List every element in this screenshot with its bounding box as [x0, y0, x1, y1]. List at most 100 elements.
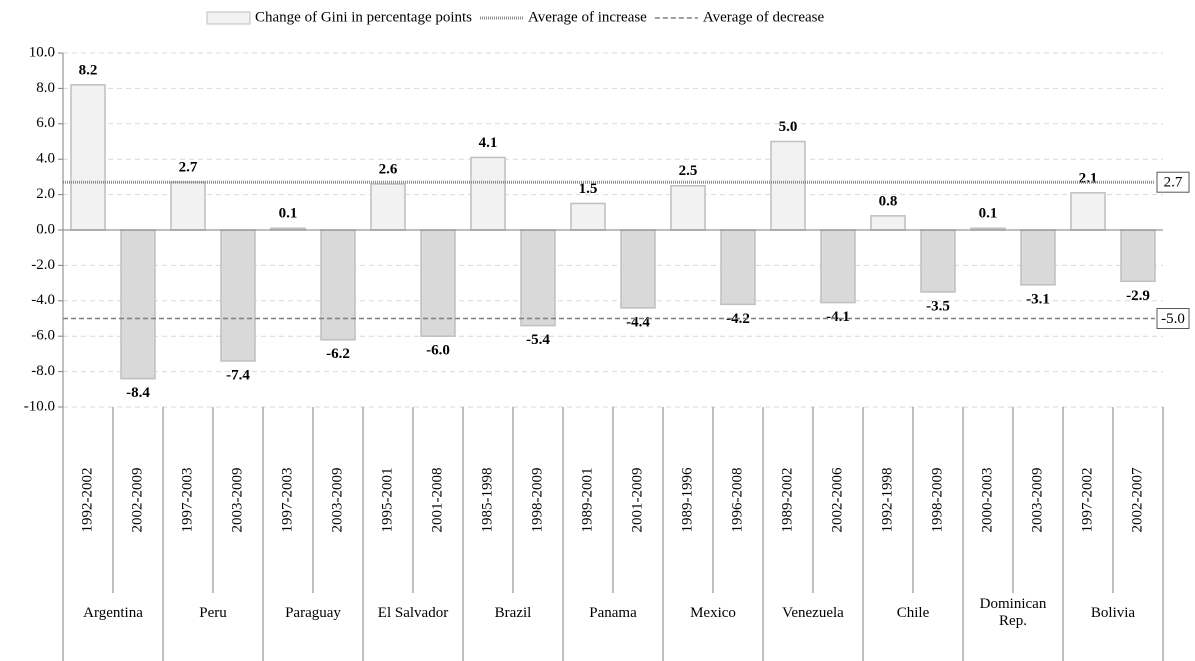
- group-label: Paraguay: [285, 604, 341, 621]
- value-label: -8.4: [126, 385, 150, 401]
- value-label: -4.1: [826, 309, 850, 325]
- bar: [770, 140, 806, 231]
- y-tick-label: -2.0: [31, 257, 55, 273]
- group-label-box: Venezuela: [782, 604, 844, 621]
- y-tick-label: -4.0: [31, 292, 55, 308]
- legend-label: Average of decrease: [703, 9, 825, 25]
- legend-label: Average of increase: [528, 9, 647, 25]
- group-label-box: Argentina: [83, 604, 143, 621]
- group-label-box: Peru: [199, 604, 227, 621]
- average-label-box: [1156, 308, 1190, 329]
- value-label: -6.0: [426, 343, 450, 359]
- value-label: 2.6: [379, 161, 398, 177]
- bar: [670, 185, 706, 231]
- bar: [570, 202, 606, 231]
- bar: [870, 215, 906, 231]
- x-tick-label: 1995-2001: [379, 468, 395, 533]
- value-label: -5.4: [526, 332, 550, 348]
- group-label-box: Brazil: [494, 604, 532, 621]
- group-label: Bolivia: [1090, 604, 1136, 621]
- bar: [70, 84, 106, 231]
- legend-swatch: [206, 11, 251, 25]
- y-tick-label: -6.0: [31, 328, 55, 344]
- group-label: Mexico: [690, 604, 736, 621]
- bar: [1070, 192, 1106, 231]
- bar: [470, 156, 506, 231]
- value-label: -4.4: [626, 314, 650, 330]
- x-tick-label: 2001-2008: [429, 468, 445, 533]
- x-tick-label: 1989-1996: [679, 467, 695, 532]
- value-label: -2.9: [1126, 288, 1150, 304]
- y-tick-label: -8.0: [31, 363, 55, 379]
- value-label: -7.4: [226, 367, 250, 383]
- bar: [120, 229, 156, 380]
- value-label: 0.1: [279, 206, 298, 222]
- value-label: 0.8: [879, 193, 898, 209]
- bar: [370, 183, 406, 231]
- x-tick-label: 1998-2009: [529, 468, 545, 533]
- y-tick-label: 10.0: [29, 44, 55, 60]
- x-tick-label: 1998-2009: [929, 468, 945, 533]
- group-label-box: El Salvador: [377, 604, 449, 621]
- group-label-box: Panama: [589, 604, 637, 621]
- bar: [620, 229, 656, 309]
- y-tick-label: 6.0: [36, 115, 55, 131]
- average-label: -5.0: [1161, 311, 1185, 327]
- legend-label: Change of Gini in percentage points: [255, 9, 472, 25]
- x-tick-label: 2003-2009: [229, 468, 245, 533]
- value-label: 4.1: [479, 135, 498, 151]
- x-tick-label: 2003-2009: [1029, 468, 1045, 533]
- bar: [920, 229, 956, 293]
- group-label: Chile: [896, 604, 930, 621]
- x-tick-label: 2001-2009: [629, 468, 645, 533]
- group-label-box: Paraguay: [285, 604, 341, 621]
- bar: [420, 229, 456, 337]
- y-tick-label: 2.0: [36, 186, 55, 202]
- x-tick-label: 1985-1998: [479, 468, 495, 533]
- bar: [520, 229, 556, 327]
- bar: [1120, 229, 1156, 283]
- value-label: 5.0: [779, 119, 798, 135]
- x-tick-label: 2000-2003: [979, 468, 995, 533]
- group-label-box: Mexico: [690, 604, 736, 621]
- x-tick-label: 1989-2001: [579, 468, 595, 533]
- value-label: 2.7: [179, 160, 198, 176]
- x-tick-label: 2002-2007: [1129, 467, 1145, 532]
- y-tick-label: -10.0: [24, 398, 55, 414]
- x-tick-label: 2003-2009: [329, 468, 345, 533]
- value-label: 0.1: [979, 206, 998, 222]
- x-tick-label: 1989-2002: [779, 468, 795, 533]
- bar: [170, 181, 206, 231]
- x-tick-label: 2002-2009: [129, 468, 145, 533]
- group-label: El Salvador: [377, 604, 449, 621]
- x-tick-label: 1992-2002: [79, 468, 95, 533]
- y-tick-label: 0.0: [36, 221, 55, 237]
- group-label: Panama: [589, 604, 637, 621]
- bar: [320, 229, 356, 341]
- group-label-box: Bolivia: [1090, 604, 1136, 621]
- group-label-box: Dominican Rep.: [979, 596, 1047, 629]
- group-label: Peru: [199, 604, 227, 621]
- x-tick-label: 1996-2008: [729, 468, 745, 533]
- y-tick-label: 8.0: [36, 80, 55, 96]
- x-tick-label: 1997-2003: [179, 468, 195, 533]
- x-tick-label: 1992-1998: [879, 468, 895, 533]
- value-label: 8.2: [79, 62, 98, 78]
- group-label: Dominican Rep.: [979, 596, 1047, 629]
- bar: [820, 229, 856, 304]
- average-label: 2.7: [1164, 175, 1183, 191]
- group-label-box: Chile: [896, 604, 930, 621]
- value-label: 2.1: [1079, 170, 1098, 186]
- group-label: Argentina: [83, 604, 143, 621]
- x-tick-label: 1997-2003: [279, 468, 295, 533]
- bar: [1020, 229, 1056, 286]
- group-label: Brazil: [494, 604, 532, 621]
- value-label: 1.5: [579, 181, 598, 197]
- group-label: Venezuela: [782, 604, 844, 621]
- bar: [220, 229, 256, 362]
- value-label: 2.5: [679, 163, 698, 179]
- x-tick-label: 2002-2006: [829, 467, 845, 532]
- y-tick-label: 4.0: [36, 151, 55, 167]
- value-label: -6.2: [326, 346, 350, 362]
